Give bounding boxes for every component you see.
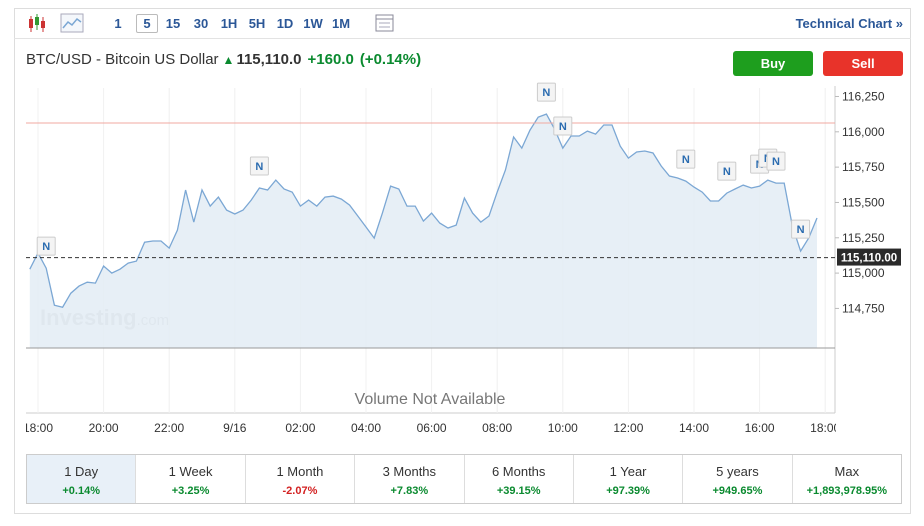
- table-icon[interactable]: [374, 13, 396, 35]
- interval-button[interactable]: 30: [193, 16, 209, 31]
- period-label[interactable]: 1 Year: [609, 464, 647, 479]
- sell-button[interactable]: Sell: [823, 51, 903, 76]
- x-tick-label: 22:00: [154, 421, 184, 435]
- price-line-series: [29, 113, 818, 308]
- up-arrow: ▲: [222, 53, 235, 67]
- y-tick-label: 115,750: [842, 160, 885, 174]
- interval-button[interactable]: 5: [136, 14, 158, 33]
- period-change: +97.39%: [606, 485, 650, 497]
- period-tab[interactable]: 1 Year +97.39%: [574, 455, 684, 503]
- news-marker-box[interactable]: [676, 149, 696, 169]
- x-labels: 18:00 20:00 22:00 9/16 02:00 04:00 06:00 08:00 1…: [23, 421, 840, 435]
- interval-button[interactable]: 1: [114, 16, 122, 31]
- volume-note: Volume Not Available: [355, 391, 506, 408]
- y-tick-label: 114,750: [842, 301, 885, 315]
- instrument-header: BTC/USD - Bitcoin US Dollar ▲ 115,110.0 +16…: [26, 51, 421, 68]
- buy-button[interactable]: Buy: [733, 51, 813, 76]
- news-marker-box[interactable]: [536, 82, 556, 102]
- period-label[interactable]: 1 Week: [168, 464, 213, 479]
- news-marker-box[interactable]: [766, 151, 786, 171]
- period-label[interactable]: 6 Months: [491, 464, 546, 479]
- news-marker-box[interactable]: [791, 219, 811, 239]
- instrument-name: BTC/USD - Bitcoin US Dollar: [26, 51, 219, 68]
- period-label[interactable]: 3 Months: [382, 464, 437, 479]
- period-tabs: 1 Day +0.14% 1 Week +3.25% 1 Month -2.07% 3 Mo…: [26, 454, 902, 504]
- news-marker-box[interactable]: [553, 116, 573, 136]
- toolbar: 1 5 15 30 1H 5H 1D 1W 1M Technical Chart »: [14, 8, 911, 39]
- candle-icon[interactable]: [24, 10, 54, 40]
- period-change: +949.65%: [712, 485, 763, 497]
- price-label: 115,110.00: [841, 253, 897, 265]
- x-tick-label: 04:00: [351, 421, 381, 435]
- news-marker[interactable]: N: [723, 166, 731, 178]
- news-marker[interactable]: N: [682, 154, 690, 166]
- period-change: +7.83%: [390, 485, 429, 497]
- chevron: »: [895, 16, 903, 31]
- interval-button[interactable]: 1M: [331, 16, 351, 31]
- chart: 18:00 20:00 22:00 9/16 02:00 04:00 06:00 08:00 1…: [23, 82, 901, 435]
- interval-button[interactable]: 5H: [248, 16, 266, 31]
- widget-frame: [14, 8, 911, 514]
- y-tick-label: 115,000: [842, 266, 885, 280]
- period-change: +39.15%: [496, 485, 541, 497]
- news-marker[interactable]: N: [772, 156, 780, 168]
- period-label[interactable]: 1 Month: [276, 464, 324, 479]
- x-tick-label: 08:00: [482, 421, 512, 435]
- news-marker[interactable]: N: [797, 224, 805, 236]
- period-change: +1,893,978.95%: [806, 485, 888, 497]
- area-fill: [29, 114, 818, 348]
- interval-button[interactable]: 1W: [303, 16, 323, 31]
- interval-button[interactable]: 15: [165, 16, 181, 31]
- change: +160.0: [307, 51, 354, 68]
- news-marker-box[interactable]: [36, 236, 56, 256]
- x-tick-label: 06:00: [417, 421, 447, 435]
- y-tick-label: 115,500: [842, 195, 885, 209]
- news-marker[interactable]: N: [42, 241, 50, 253]
- change-pct: (+0.14%): [359, 51, 422, 68]
- x-tick-label: 14:00: [679, 421, 709, 435]
- line-icon[interactable]: [60, 13, 86, 35]
- news-marker[interactable]: N: [255, 161, 263, 173]
- period-tab[interactable]: Max +1,893,978.95%: [793, 455, 901, 503]
- interval-button[interactable]: 1D: [276, 16, 294, 31]
- news-marker[interactable]: N: [542, 87, 550, 99]
- period-label[interactable]: 5 years: [716, 464, 759, 479]
- x-tick-label: 18:00: [23, 421, 53, 435]
- news-marker-box[interactable]: [717, 161, 737, 181]
- x-tick-label: 12:00: [613, 421, 643, 435]
- news-marker-box[interactable]: [249, 156, 269, 176]
- technical-chart-link[interactable]: Technical Chart »: [796, 16, 903, 31]
- period-tab[interactable]: 1 Month -2.07%: [246, 455, 356, 503]
- period-label[interactable]: Max: [834, 464, 860, 479]
- period-tab[interactable]: 1 Week +3.25%: [136, 455, 246, 503]
- period-change: +3.25%: [171, 485, 210, 497]
- y-tick-label: 116,000: [842, 125, 885, 139]
- x-tick-label: 02:00: [285, 421, 315, 435]
- x-tick-label: 16:00: [745, 421, 775, 435]
- x-tick-label: 10:00: [548, 421, 578, 435]
- period-tab[interactable]: 1 Day +0.14%: [27, 455, 137, 503]
- news-marker[interactable]: N: [559, 121, 567, 133]
- period-tab[interactable]: 6 Months +39.15%: [465, 455, 574, 503]
- period-label[interactable]: 1 Day: [64, 464, 99, 479]
- x-tick-label: 20:00: [89, 421, 119, 435]
- link-text[interactable]: Technical Chart: [795, 16, 893, 31]
- x-tick-label: 9/16: [223, 421, 247, 435]
- period-change: +0.14%: [62, 485, 100, 497]
- price-label-box: [837, 248, 901, 266]
- x-tick-label: 18:00: [810, 421, 840, 435]
- interval-button[interactable]: 1H: [220, 16, 238, 31]
- period-change: -2.07%: [282, 485, 318, 497]
- y-tick-label: 116,250: [842, 89, 885, 103]
- period-tab[interactable]: 5 years +949.65%: [683, 455, 793, 503]
- y-tick-label: 115,250: [842, 231, 885, 245]
- period-tab[interactable]: 3 Months +7.83%: [355, 455, 465, 503]
- price: 115,110.0: [236, 51, 302, 68]
